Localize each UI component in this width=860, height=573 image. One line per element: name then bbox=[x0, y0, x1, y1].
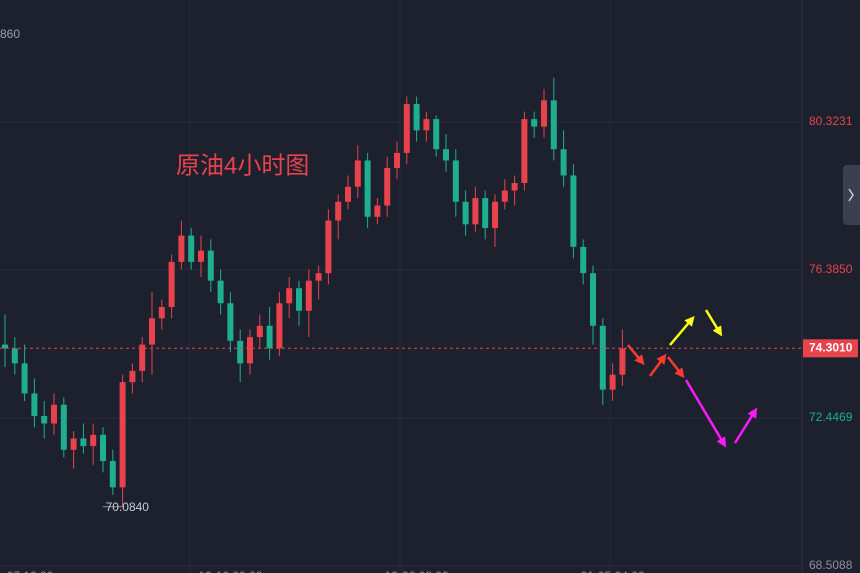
candle-body bbox=[443, 149, 449, 161]
side-tab[interactable] bbox=[843, 165, 860, 225]
candle-body bbox=[590, 273, 596, 326]
candle-body bbox=[168, 261, 175, 308]
candle-body bbox=[31, 393, 38, 416]
grid bbox=[0, 0, 802, 573]
side-tab-bg[interactable] bbox=[843, 165, 860, 225]
candle-body bbox=[482, 198, 489, 229]
candle-body bbox=[423, 119, 430, 131]
side-tab-icon[interactable] bbox=[848, 188, 854, 202]
candle-body bbox=[296, 288, 302, 311]
candle-body bbox=[384, 167, 391, 206]
candle-body bbox=[403, 104, 410, 153]
x-tick-label: 01-05 24:00 bbox=[581, 569, 645, 573]
current-price-label: 74.3010 bbox=[809, 340, 853, 354]
candle-body bbox=[256, 325, 263, 338]
candle-body bbox=[207, 250, 214, 281]
candle-body bbox=[51, 404, 57, 424]
candle-body bbox=[237, 340, 244, 364]
candle-body bbox=[619, 348, 626, 375]
x-tick-label: 12-26 08:00 bbox=[385, 569, 449, 573]
candle-body bbox=[70, 438, 77, 450]
candle-body bbox=[599, 325, 606, 390]
y-tick-label: 80.3231 bbox=[809, 114, 853, 128]
candle-body bbox=[472, 198, 479, 225]
arrow bbox=[648, 353, 667, 377]
candle-body bbox=[305, 280, 312, 311]
candle-body bbox=[541, 100, 547, 127]
candle-body bbox=[413, 104, 420, 131]
candle-body bbox=[21, 363, 28, 394]
candle-body bbox=[580, 246, 587, 274]
candle-body bbox=[609, 374, 616, 390]
candle-body bbox=[149, 318, 155, 345]
candle-body bbox=[178, 235, 185, 262]
candle-body bbox=[276, 303, 283, 349]
arrow bbox=[704, 309, 723, 337]
arrow bbox=[684, 379, 727, 448]
candle-body bbox=[90, 434, 97, 447]
arrow bbox=[669, 315, 695, 346]
cropped-label: 860 bbox=[0, 27, 20, 41]
candle-body bbox=[119, 382, 126, 488]
arrow bbox=[733, 407, 758, 444]
candle-body bbox=[100, 434, 106, 462]
y-tick-label: 76.3850 bbox=[809, 262, 853, 276]
candle-body bbox=[2, 344, 8, 349]
candle-body bbox=[217, 280, 224, 304]
candle-body bbox=[60, 404, 67, 450]
candle-body bbox=[11, 348, 18, 364]
candle-body bbox=[433, 119, 440, 150]
candle-body bbox=[462, 201, 469, 225]
low-label: 70.0840 bbox=[106, 500, 150, 514]
candle-body bbox=[139, 344, 146, 371]
y-tick-label: 68.5088 bbox=[809, 558, 853, 572]
candle-body bbox=[158, 307, 165, 319]
candle-body bbox=[315, 273, 322, 281]
candle-body bbox=[188, 235, 195, 262]
candle-body bbox=[531, 119, 538, 127]
candle-body bbox=[511, 182, 518, 191]
candle-body bbox=[501, 190, 508, 202]
candle-body bbox=[266, 325, 273, 349]
candle-body bbox=[521, 119, 528, 183]
x-tick-label: 12-16 00:00 bbox=[198, 569, 262, 573]
candle-body bbox=[374, 205, 381, 217]
candle-body bbox=[247, 337, 253, 364]
candle-body bbox=[570, 175, 577, 247]
candle-body bbox=[129, 370, 136, 383]
annotation-arrows bbox=[627, 309, 758, 448]
candle-body bbox=[492, 201, 498, 229]
x-tick-label: 1-07 16:00 bbox=[0, 569, 54, 573]
y-tick-label: 72.4469 bbox=[809, 410, 853, 424]
candle-body bbox=[109, 461, 116, 488]
candle-body bbox=[335, 201, 342, 221]
candle-body bbox=[198, 250, 204, 262]
candle-body bbox=[394, 152, 400, 168]
chart-title: 原油4小时图 bbox=[176, 152, 309, 179]
candle-body bbox=[227, 303, 234, 341]
candle-body bbox=[80, 438, 87, 447]
candle-body bbox=[286, 288, 293, 304]
candle-body bbox=[560, 149, 567, 176]
candle-body bbox=[364, 160, 371, 217]
arrow bbox=[667, 356, 685, 379]
candle-body bbox=[354, 160, 361, 187]
current-price-badge bbox=[803, 339, 858, 358]
candle-body bbox=[345, 186, 351, 202]
candle-body bbox=[41, 415, 48, 424]
candle-body bbox=[325, 220, 332, 274]
candle-body bbox=[550, 100, 557, 150]
candle-body bbox=[452, 160, 459, 202]
